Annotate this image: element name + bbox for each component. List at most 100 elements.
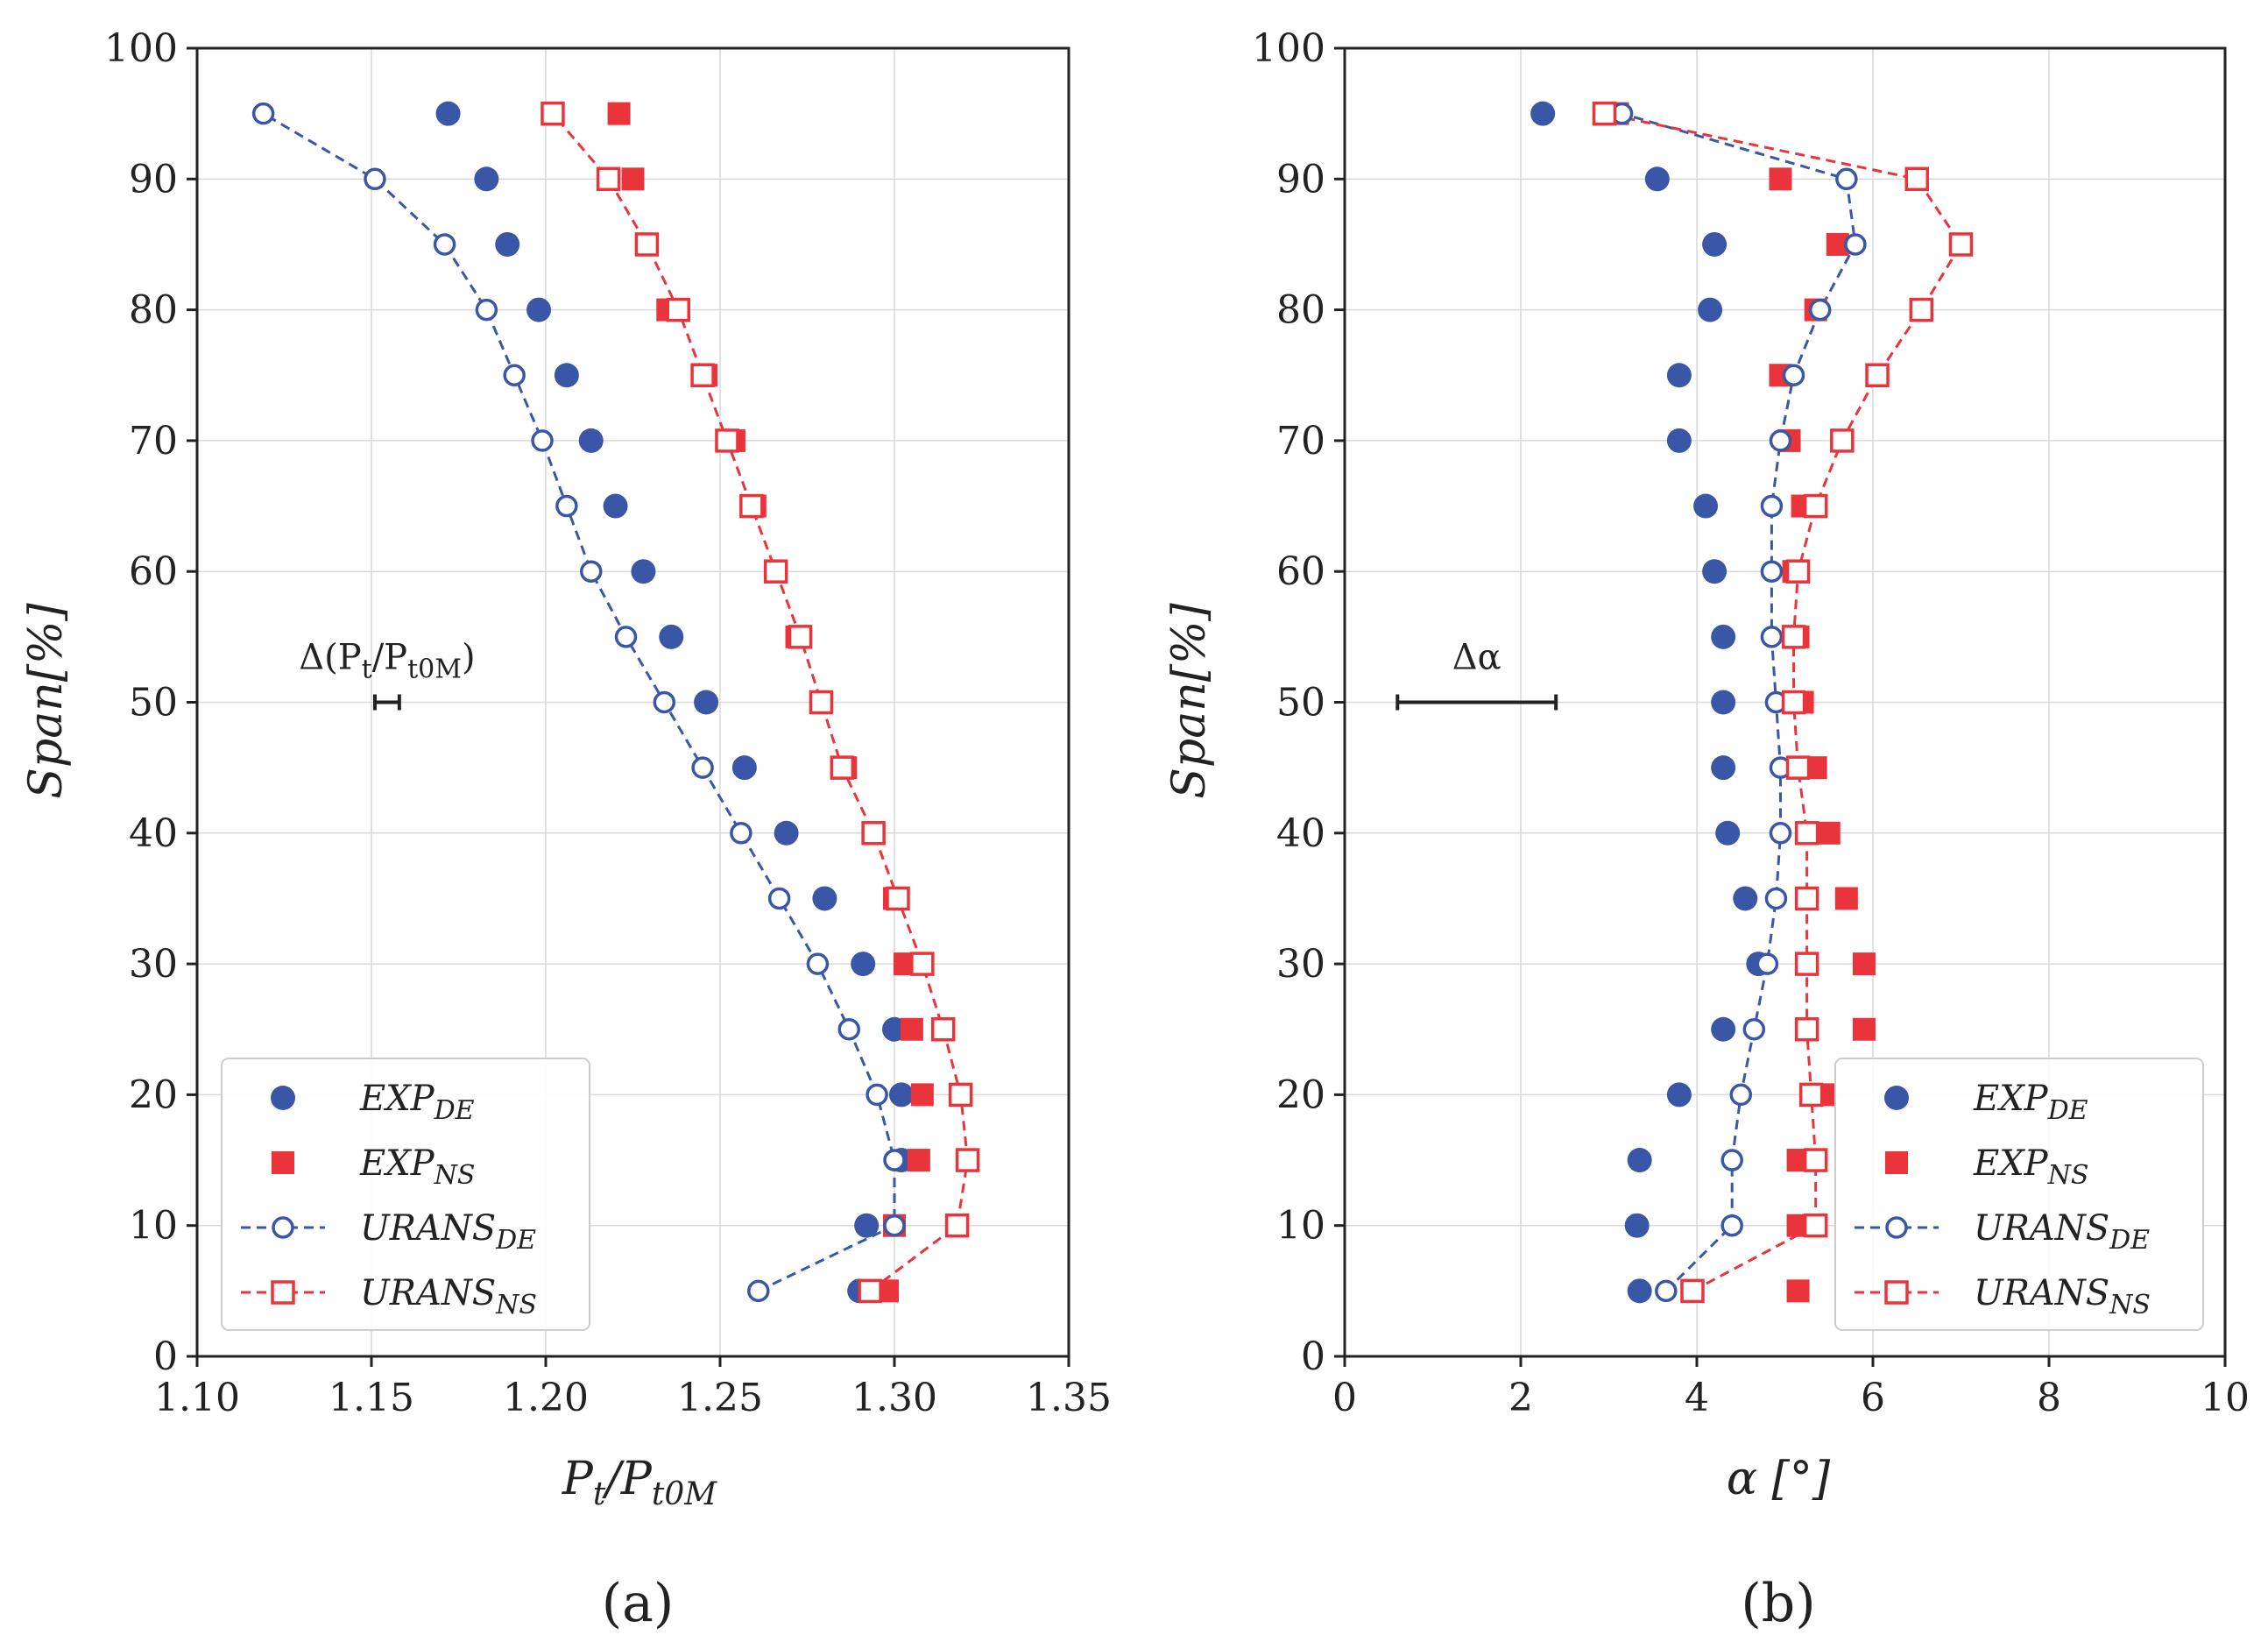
point-urans_ns [666, 297, 690, 322]
point-exp_ns [621, 167, 645, 191]
legend-a: EXPDE EXPNS URANSDE URANSNS [221, 1058, 590, 1331]
point-urans_ns [1798, 1082, 1824, 1108]
point-urans_ns [634, 232, 660, 257]
legend-marker [272, 1151, 294, 1174]
point-urans_ns [1948, 232, 1974, 257]
point-exp_de [1733, 886, 1758, 911]
point-exp_ns [900, 1017, 923, 1041]
point-urans_de [1760, 626, 1784, 648]
legend-b: EXPDE EXPNS URANSDE URANSNS [1834, 1058, 2204, 1331]
legend-marker [1885, 1216, 1908, 1239]
y-tick-label: 40 [1276, 811, 1325, 856]
x-tick-label: 1.30 [851, 1376, 937, 1420]
point-urans_de [691, 756, 714, 779]
point-exp_de [1711, 690, 1736, 715]
data-points-a [251, 101, 980, 1304]
x-tick-label: 2 [1508, 1376, 1533, 1420]
point-exp_ns [1786, 1279, 1810, 1303]
point-urans_ns [1680, 1278, 1705, 1304]
point-urans_de [1720, 1214, 1743, 1237]
caption-b: (b) [1741, 1573, 1815, 1634]
point-urans_ns [910, 952, 935, 976]
point-urans_ns [1909, 297, 1934, 322]
point-exp_de [1711, 755, 1736, 781]
point-exp_de [435, 101, 461, 126]
point-exp_de [1693, 493, 1719, 519]
point-exp_de [603, 493, 628, 519]
point-urans_ns [1785, 559, 1811, 584]
point-urans_de [579, 560, 603, 583]
point-urans_de [730, 822, 752, 845]
y-tick-label: 80 [1276, 288, 1325, 333]
point-exp_de [731, 755, 757, 781]
point-urans_de [614, 626, 638, 648]
y-tick-label: 10 [1276, 1204, 1325, 1249]
point-urans_de [1764, 887, 1788, 910]
point-urans_de [883, 1149, 906, 1171]
point-exp_de [1715, 820, 1741, 846]
caption-a: (a) [602, 1573, 675, 1634]
point-urans_de [866, 1083, 888, 1107]
point-urans_ns [944, 1213, 970, 1238]
point-urans_ns [763, 559, 788, 584]
point-urans_de [653, 690, 676, 714]
point-exp_ns [1817, 821, 1841, 845]
data-points-b [1530, 101, 1974, 1304]
point-urans_de [1742, 1018, 1766, 1041]
x-label-sub1: t [593, 1476, 606, 1512]
point-exp_de [1702, 559, 1727, 584]
point-urans_ns [1781, 625, 1806, 649]
point-exp_de [812, 886, 837, 911]
point-urans_de [1808, 298, 1832, 322]
point-urans_de [364, 167, 386, 191]
point-exp_ns [1852, 952, 1876, 976]
point-exp_de [1666, 428, 1692, 453]
y-axis-label-a: Span[%] [20, 603, 73, 799]
x-label-main: P [562, 1453, 594, 1505]
legend-label: URANSNS [360, 1273, 537, 1320]
point-urans_ns [1794, 821, 1819, 846]
x-tick-label: 0 [1332, 1376, 1357, 1420]
point-urans_ns [809, 690, 834, 715]
point-urans_de [747, 1279, 770, 1303]
point-urans_ns [955, 1148, 980, 1172]
x-tick-label: 6 [1861, 1376, 1885, 1420]
point-exp_de [1627, 1148, 1652, 1173]
point-exp_de [1711, 1016, 1736, 1042]
point-exp_de [888, 1082, 914, 1108]
point-exp_de [1627, 1278, 1652, 1304]
point-urans_de [1655, 1279, 1678, 1303]
point-exp_de [659, 624, 684, 649]
point-urans_ns [1803, 1213, 1828, 1238]
point-exp_de [854, 1213, 880, 1238]
legend-marker [271, 1280, 295, 1305]
point-urans_ns [861, 821, 886, 846]
y-tick-label: 50 [1276, 681, 1325, 725]
y-tick-label: 0 [153, 1334, 178, 1379]
y-tick-label: 40 [129, 811, 178, 856]
x-label-mid: /P [601, 1453, 653, 1505]
point-exp_de [1698, 297, 1723, 322]
point-urans_de [1760, 494, 1784, 518]
point-urans_de [1844, 233, 1867, 256]
point-exp_de [1666, 1082, 1692, 1108]
legend-label: URANSDE [1974, 1208, 2150, 1256]
point-urans_de [475, 298, 498, 322]
y-tick-label: 10 [129, 1204, 178, 1249]
point-exp_de [1702, 231, 1727, 257]
point-urans_de [883, 1214, 906, 1237]
point-urans_ns [715, 428, 739, 453]
point-urans_de [806, 952, 830, 975]
legend-box [1834, 1058, 2204, 1331]
point-urans_ns [739, 493, 764, 519]
point-exp_ns [910, 1083, 934, 1107]
y-tick-label: 90 [1276, 157, 1325, 202]
point-exp_ns [1852, 1017, 1876, 1041]
point-exp_ns [607, 102, 631, 125]
point-urans_de [1769, 822, 1792, 845]
point-urans_de [1729, 1083, 1752, 1107]
point-exp_de [1530, 101, 1556, 126]
point-urans_de [837, 1018, 861, 1041]
